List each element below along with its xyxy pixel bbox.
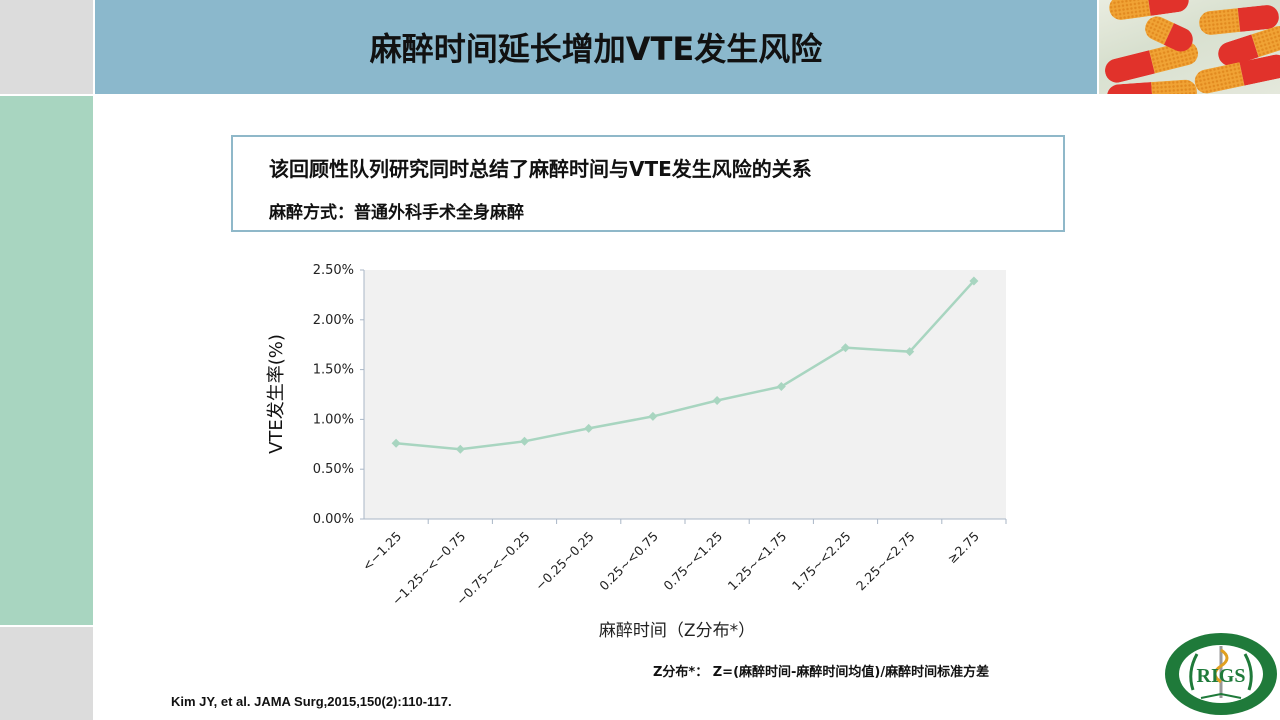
- citation: Kim JY, et al. JAMA Surg,2015,150(2):110…: [171, 694, 452, 709]
- data-point-marker: [905, 347, 915, 357]
- data-point-marker: [391, 438, 401, 448]
- data-point-marker: [455, 444, 465, 454]
- x-tick-label: 1.25~<1.75: [725, 529, 790, 594]
- y-tick-label: 2.50%: [313, 263, 354, 278]
- x-tick-label: 0.75~<1.25: [660, 529, 725, 594]
- sidebar-accent-green: [0, 96, 93, 625]
- y-tick-label: 0.50%: [313, 462, 354, 477]
- x-tick-label: 0.25~<0.75: [596, 529, 661, 594]
- plot-area: [364, 270, 1006, 519]
- rigs-logo: RIGS: [1165, 633, 1277, 715]
- svg-text:RIGS: RIGS: [1197, 665, 1246, 687]
- x-tick-label: 1.75~<2.25: [789, 529, 854, 594]
- study-info-box: 该回顾性队列研究同时总结了麻醉时间与VTE发生风险的关系 麻醉方式：普通外科手术…: [231, 135, 1065, 232]
- z-distribution-footnote: Z分布*： Z=(麻醉时间-麻醉时间均值)/麻醉时间标准方差: [653, 665, 990, 680]
- data-point-marker: [520, 436, 529, 446]
- sidebar-accent-grey: [0, 627, 93, 720]
- data-point-marker: [841, 343, 850, 353]
- y-tick-label: 1.50%: [313, 363, 354, 378]
- slide-title: 麻醉时间延长增加VTE发生风险: [369, 30, 823, 68]
- x-tick-label: 2.25~<2.75: [853, 529, 918, 594]
- x-tick-label: ≥2.75: [944, 529, 982, 567]
- data-point-marker: [648, 411, 658, 421]
- data-point-marker: [712, 395, 722, 405]
- y-tick-label: 1.00%: [313, 412, 354, 427]
- series-line: [395, 280, 975, 451]
- data-point-marker: [584, 423, 594, 433]
- data-point-marker: [776, 382, 786, 392]
- x-tick-label: <−1.25: [359, 529, 404, 574]
- y-tick-label: 2.00%: [313, 313, 354, 328]
- x-tick-label: −0.25~0.25: [532, 529, 597, 594]
- data-point-marker: [969, 276, 979, 286]
- header-bar: [95, 0, 1097, 94]
- y-axis-label: VTE发生率(%): [266, 334, 287, 454]
- capsule-pills-image: [1099, 0, 1280, 94]
- corner-decoration-top-left: [0, 0, 93, 94]
- study-description: 该回顾性队列研究同时总结了麻醉时间与VTE发生风险的关系: [269, 157, 812, 181]
- x-axis-label: 麻醉时间（Z分布*）: [599, 621, 755, 641]
- anesthesia-method: 麻醉方式：普通外科手术全身麻醉: [269, 203, 524, 223]
- y-tick-label: 0.00%: [313, 512, 354, 527]
